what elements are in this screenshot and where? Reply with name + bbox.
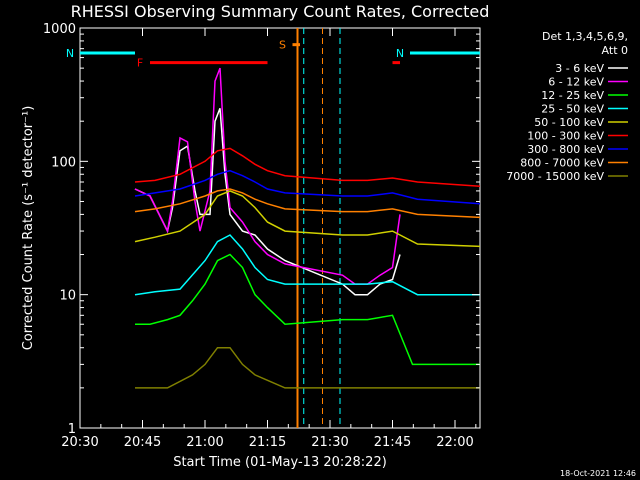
- series-line-3: [134, 234, 480, 296]
- marker-label: N: [396, 47, 404, 60]
- legend-label: 12 - 25 keV: [541, 89, 604, 102]
- legend-label: 7000 - 15000 keV: [506, 170, 604, 183]
- marker-label: S: [279, 39, 286, 52]
- series-group: [134, 67, 481, 389]
- event-markers: F N N S: [66, 39, 480, 70]
- legend-label: 800 - 7000 keV: [520, 157, 604, 170]
- y-tick-label: 1: [68, 422, 76, 437]
- y-tick-label: 10: [59, 289, 76, 304]
- legend-label: 25 - 50 keV: [541, 103, 604, 116]
- y-tick-label: 100: [51, 155, 76, 170]
- x-tick-label: 21:00: [186, 435, 223, 450]
- x-tick-label: 21:15: [249, 435, 286, 450]
- series-line-0: [134, 108, 401, 296]
- marker-label: F: [137, 57, 143, 70]
- y-tick-label: 1000: [43, 22, 76, 37]
- legend-header: Att 0: [602, 44, 628, 57]
- chart-title: RHESSI Observing Summary Count Rates, Co…: [71, 2, 490, 21]
- series-line-7: [134, 188, 481, 219]
- x-tick-label: 22:00: [436, 435, 473, 450]
- legend-label: 300 - 800 keV: [527, 143, 604, 156]
- data-gaps: [296, 28, 341, 428]
- marker-label: N: [66, 47, 74, 60]
- legend-header: Det 1,3,4,5,6,9,: [542, 30, 628, 43]
- series-line-5: [134, 147, 481, 188]
- legend-label: 6 - 12 keV: [548, 76, 604, 89]
- series-line-6: [134, 169, 481, 205]
- legend-label: 50 - 100 keV: [534, 116, 604, 129]
- y-axis-label: Corrected Count Rate (s⁻¹ detector⁻¹): [21, 106, 36, 351]
- series-line-2: [135, 253, 480, 366]
- timestamp: 18-Oct-2021 12:46: [560, 469, 636, 478]
- legend-label: 100 - 300 keV: [527, 130, 604, 143]
- series-line-8: [135, 346, 480, 389]
- x-tick-label: 20:30: [61, 435, 98, 450]
- legend-label: 3 - 6 keV: [555, 62, 604, 75]
- series-line-4: [134, 190, 481, 248]
- x-axis: 20:30 20:45 21:00 21:15 21:30 21:45 22:00: [61, 28, 477, 450]
- x-tick-label: 20:45: [124, 435, 161, 450]
- x-tick-label: 21:45: [374, 435, 411, 450]
- x-axis-label: Start Time (01-May-13 20:28:22): [173, 455, 387, 470]
- x-tick-label: 21:30: [311, 435, 348, 450]
- plot-frame: [79, 27, 481, 429]
- y-axis: 1 10 100 1000: [43, 22, 480, 437]
